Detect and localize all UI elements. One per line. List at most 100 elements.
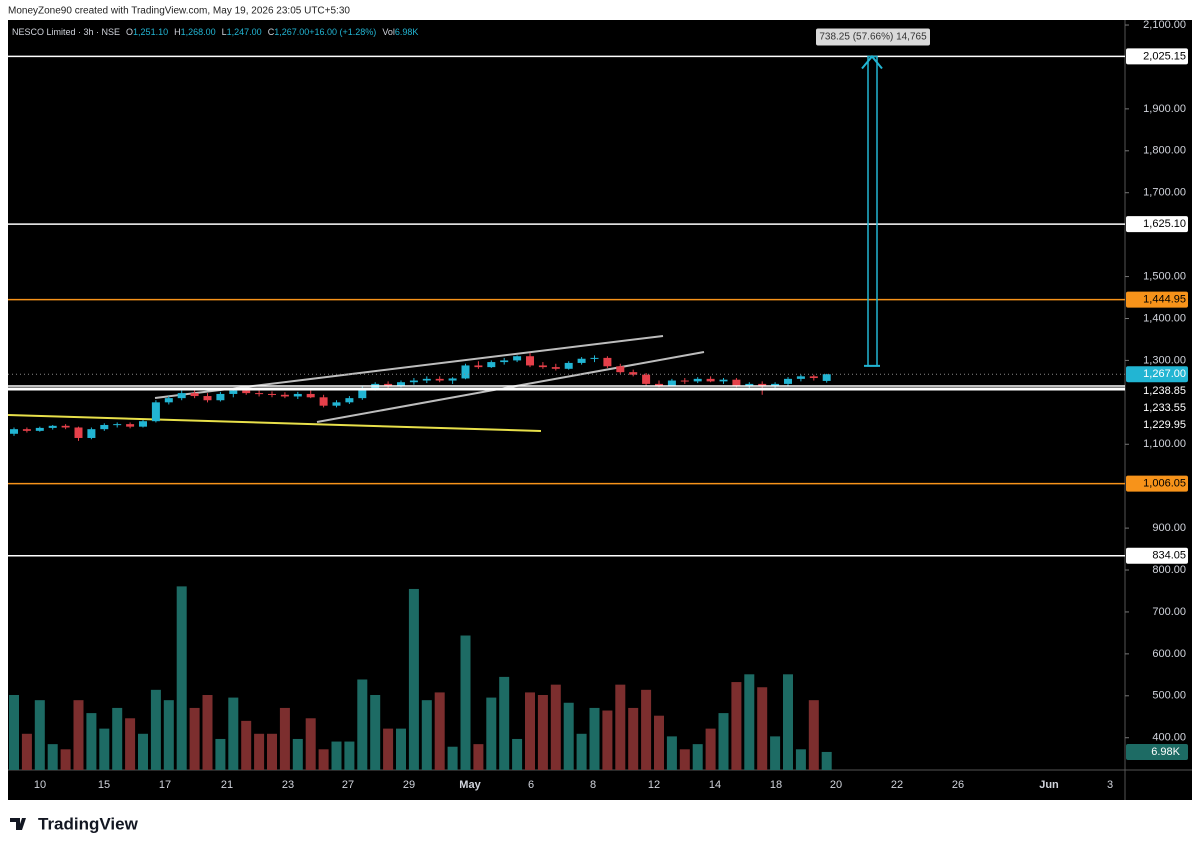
candle-body	[642, 374, 651, 384]
volume-bar	[47, 744, 58, 770]
y-tick-label: 500.00	[1152, 690, 1186, 702]
y-tick-label: 1,100.00	[1143, 438, 1186, 450]
volume-bar	[770, 736, 781, 770]
volume-bar	[537, 695, 548, 770]
candle-body	[603, 357, 612, 367]
volume-bar	[447, 746, 458, 770]
candle-body	[809, 376, 818, 379]
volume-bar	[692, 744, 703, 770]
price-label: 1,006.05	[1143, 478, 1186, 490]
volume-bar	[434, 692, 445, 770]
x-tick-label: 12	[648, 779, 660, 791]
candle-body	[10, 429, 18, 434]
y-tick-label: 900.00	[1152, 522, 1186, 534]
candle-body	[796, 376, 805, 379]
candle-body	[577, 358, 586, 363]
candle-body	[203, 396, 212, 401]
volume-bar	[305, 718, 316, 770]
volume-bar	[808, 700, 819, 770]
candle-body	[680, 380, 689, 382]
candle-body	[487, 362, 496, 368]
candle-body	[268, 393, 276, 395]
candle-body	[500, 360, 509, 363]
candle-body	[319, 397, 328, 406]
candle-body	[693, 378, 702, 382]
y-tick-label: 1,900.00	[1143, 103, 1186, 115]
candle-body	[100, 424, 109, 430]
volume-bar	[550, 684, 561, 770]
y-tick-label: 2,100.00	[1143, 19, 1186, 31]
volume-bar	[292, 738, 303, 770]
price-label-bg	[1126, 291, 1188, 308]
volume-bar	[563, 702, 574, 770]
legend-key: H	[174, 27, 181, 37]
candle-body	[358, 388, 367, 399]
candle-body	[306, 393, 315, 398]
y-tick-label: 1,700.00	[1143, 187, 1186, 199]
attribution: MoneyZone90 created with TradingView.com…	[8, 6, 350, 17]
price-label: 1,229.95	[1143, 419, 1186, 431]
trend-line	[7, 414, 542, 432]
x-tick-label: 21	[221, 779, 233, 791]
candle-body	[22, 429, 31, 431]
legend-key: Vol	[382, 27, 395, 37]
price-label-bg	[1126, 216, 1188, 233]
candle-body	[784, 378, 792, 384]
price-label: 1,238.85	[1143, 385, 1186, 397]
volume-bar	[486, 697, 497, 770]
candle-body	[126, 424, 135, 427]
candle-body	[564, 362, 573, 369]
y-tick-label: 1,300.00	[1143, 354, 1186, 366]
volume-bar	[318, 749, 329, 770]
measure-arrow	[861, 54, 883, 70]
candle-body	[590, 357, 599, 359]
candle-body	[513, 356, 522, 361]
volume-bar	[73, 700, 84, 770]
legend: NESCO Limited · 3h · NSE O1,251.10 H1,268.…	[12, 27, 418, 37]
volume-bar	[576, 733, 587, 770]
candle-body	[732, 379, 741, 386]
volume-bar	[163, 700, 174, 770]
candle-body	[719, 379, 728, 382]
y-tick-label: 1,800.00	[1143, 145, 1186, 157]
candle-body	[435, 378, 444, 381]
volume-bar	[202, 695, 213, 770]
candle-body	[526, 356, 534, 366]
price-label-bg	[1126, 475, 1188, 492]
x-tick-label: 10	[34, 779, 46, 791]
volume-bar	[125, 718, 136, 770]
measure-label: 738.25 (57.66%) 14,765	[819, 32, 927, 43]
price-label: 1,233.55	[1143, 402, 1186, 414]
volume-bar	[641, 689, 652, 770]
x-tick-label: 26	[952, 779, 964, 791]
y-tick-label: 800.00	[1152, 564, 1186, 576]
volume-bar	[254, 733, 265, 770]
candle-body	[616, 366, 625, 373]
y-tick-label: 700.00	[1152, 606, 1186, 618]
volume-bar	[473, 744, 484, 770]
volume-bar	[408, 588, 419, 770]
brand: TradingView	[38, 814, 139, 833]
volume-bar	[279, 707, 290, 770]
volume-bar	[357, 679, 368, 770]
price-label-bg	[1126, 48, 1188, 65]
volume-bar	[176, 586, 187, 770]
volume-bar	[602, 710, 613, 770]
legend-value: 6.98K	[395, 27, 419, 37]
candle-body	[384, 383, 393, 386]
volume-bar	[396, 728, 406, 770]
volume-bar	[821, 751, 832, 770]
candle-body	[61, 425, 70, 428]
price-label: 834.05	[1152, 550, 1186, 562]
candle-body	[35, 427, 44, 431]
measure-label-bg	[816, 28, 930, 46]
volume-bar	[99, 728, 110, 770]
volume-bar	[331, 741, 342, 770]
legend-value: 1,267.00	[274, 27, 309, 37]
x-tick-label: 3	[1107, 779, 1113, 791]
price-label: 1,625.10	[1143, 218, 1186, 230]
brand-logo: TradingView	[10, 814, 139, 833]
candle-body	[332, 402, 341, 406]
x-tick-label: 6	[528, 779, 534, 791]
